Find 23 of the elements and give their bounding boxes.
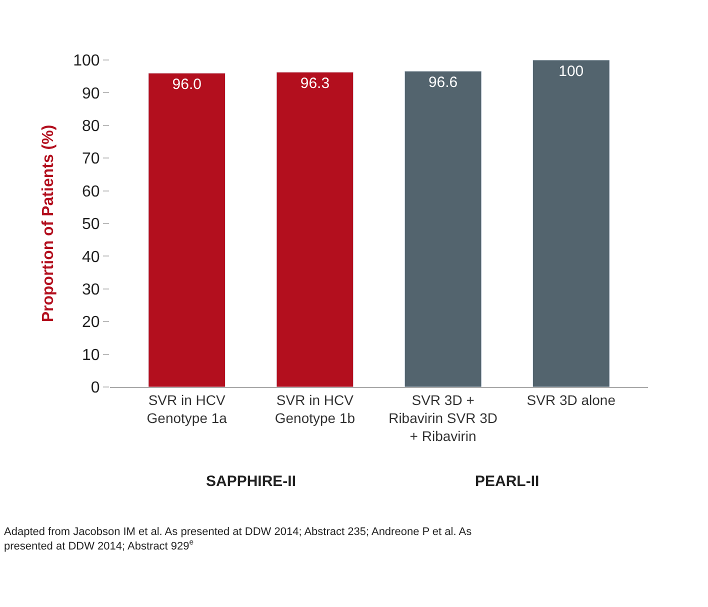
x-tick-label: SVR in HCV Genotype 1b — [274, 392, 356, 426]
y-tick-label: 20 — [82, 314, 100, 332]
y-tick-label: 70 — [82, 150, 100, 168]
y-tick-label: 60 — [82, 183, 100, 200]
y-axis-title: Proportion of Patients (%) — [40, 124, 57, 322]
x-tick-label: SVR 3D alone — [526, 392, 616, 408]
data-label: 96.6 — [428, 74, 458, 92]
x-tick-label: SVR in HCV Genotype 1a — [146, 392, 228, 426]
y-tick-label: 80 — [82, 118, 100, 135]
text: SAPPHIRE-II — [206, 473, 296, 490]
x-tick-label: SVR 3D + Ribavirin SVR 3D + Ribavirin — [388, 392, 498, 444]
data-label: 96.0 — [172, 76, 202, 94]
data-label: 100 — [558, 63, 584, 80]
data-label: 96.3 — [300, 75, 330, 92]
y-tick-label: 100 — [73, 52, 100, 70]
text: PEARL-II — [475, 473, 540, 490]
y-tick-label: 30 — [82, 282, 100, 298]
y-tick-label: 50 — [82, 216, 100, 234]
y-tick-label: 0 — [90, 380, 100, 397]
y-tick-label: 90 — [82, 85, 100, 102]
y-tick-label: 40 — [82, 248, 100, 266]
text: Adapted from Jacobson IM et al. As presented at DDW 2014; Abstract 235; Andreone P et al. As presented at DDW 2014; Abstract 929$^{e}$ — [4, 526, 472, 552]
y-tick-label: 10 — [82, 346, 100, 364]
